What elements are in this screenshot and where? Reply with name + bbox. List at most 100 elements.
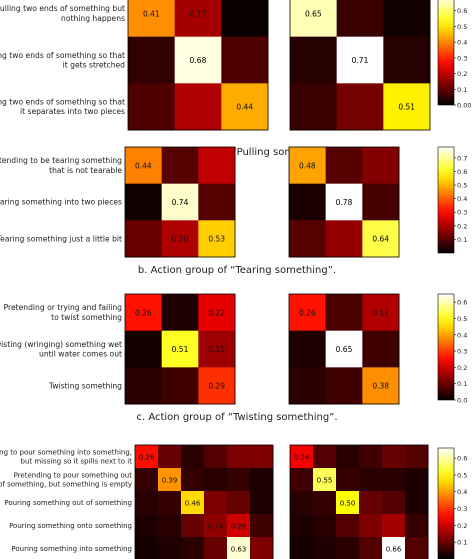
colorbar-tick-label: 0.7 [457, 154, 467, 162]
heatmap-cell [290, 537, 314, 559]
heatmap-cell [313, 491, 337, 515]
matrix-1: 0.44 0.74 0.20 0.53 [124, 146, 236, 258]
colorbar-tick-label: 0.2 [457, 70, 467, 78]
heatmap-cell [158, 468, 182, 492]
row-label: Pulling two ends of something so that [0, 51, 125, 60]
row-label: to twist something [51, 313, 122, 322]
heatmap-cell [161, 220, 199, 258]
row-label: Trying to pour something into something, [0, 448, 132, 456]
heatmap-cell [158, 537, 182, 559]
heatmap-cell [198, 147, 236, 185]
colorbar-tick-label: 0.6 [457, 7, 467, 15]
heatmap-cell [204, 445, 228, 469]
colorbar-tick-label: 0.4 [457, 39, 467, 47]
cell-value-label: 0.68 [190, 56, 207, 65]
cell-value-label: 0.24 [294, 454, 310, 462]
cell-value-label: 0.44 [236, 103, 253, 112]
colorbar-tick-label: 0.4 [457, 331, 467, 339]
heatmap-cell [313, 514, 337, 538]
heatmap-cell [289, 183, 327, 221]
matrix-frame [134, 444, 274, 559]
heatmap-cell [174, 36, 222, 84]
heatmap-cell [313, 445, 337, 469]
row-label: Pretending to pour something out [14, 471, 133, 479]
matrix-frame [288, 293, 400, 405]
heatmap-cell [128, 83, 176, 131]
heatmap-cell [135, 491, 159, 515]
heatmap-cell [382, 491, 406, 515]
heatmap-cell [221, 83, 269, 131]
heatmap-cell [313, 537, 337, 559]
heatmap-cell [336, 537, 360, 559]
heatmap-cell [383, 0, 431, 38]
heatmap-cell [181, 491, 205, 515]
heatmap-cell [198, 330, 236, 368]
cell-value-label: 0.26 [139, 454, 155, 462]
heatmap-cell [161, 294, 199, 332]
heatmap-cell [405, 445, 429, 469]
cell-value-label: 0.64 [372, 235, 389, 244]
heatmap-cell [382, 537, 406, 559]
heatmap-cell [227, 445, 251, 469]
heatmap-cell [336, 83, 384, 131]
row-label: nothing happens [61, 14, 125, 23]
heatmap-cell [198, 294, 236, 332]
cell-value-label: 0.78 [336, 198, 353, 207]
colorbar-tick-label: 0.3 [457, 505, 467, 513]
heatmap-cell [290, 514, 314, 538]
colorbar-tick-label: 0.3 [457, 54, 467, 62]
cell-value-label: 0.71 [352, 56, 369, 65]
heatmap-cell [135, 537, 159, 559]
heatmap-cell [359, 468, 383, 492]
colorbar-tick-label: 0.5 [457, 315, 467, 323]
matrix-frame [124, 146, 236, 258]
row-label: but missing so it spills next to it [21, 457, 133, 465]
heatmap-cell [325, 147, 363, 185]
cell-value-label: 0.14 [208, 523, 224, 531]
cell-value-label: 0.15 [208, 345, 225, 354]
heatmap-cell [161, 183, 199, 221]
heatmap-cell [290, 83, 338, 131]
cell-value-label: 0.22 [208, 308, 225, 317]
colorbar-tick-label: 0.6 [457, 299, 467, 307]
heatmap-cell [128, 0, 176, 38]
matrix-frame [124, 293, 236, 405]
matrix-1: 0.26 0.22 0.51 0.15 0.29 [124, 293, 236, 405]
heatmap-cell [128, 36, 176, 84]
cell-value-label: 0.55 [317, 477, 333, 485]
heatmap-cell [405, 514, 429, 538]
colorbar-tick-label: 0.6 [457, 455, 467, 463]
heatmap-cell [125, 367, 163, 405]
matrix-2: 0.65 0.71 0.51 [289, 0, 431, 131]
heatmap-cell [158, 491, 182, 515]
cell-value-label: 0.48 [299, 161, 316, 170]
cell-value-label: 0.26 [299, 308, 316, 317]
matrix-2: 0.240.550.500.660.61 [289, 444, 429, 559]
heatmap-cell [383, 83, 431, 131]
colorbar-tick-label: 0.5 [457, 23, 467, 31]
cell-value-label: 0.53 [208, 235, 225, 244]
heatmap-cell [336, 491, 360, 515]
row-label: Twisting (wringing) something wet [0, 340, 122, 349]
cell-value-label: 0.46 [185, 500, 201, 508]
heatmap-cell [227, 491, 251, 515]
cell-value-label: 0.38 [372, 382, 389, 391]
heatmap-cell [290, 36, 338, 84]
heatmap-cell [250, 514, 274, 538]
cell-value-label: 0.51 [398, 103, 415, 112]
heatmap-cell [158, 445, 182, 469]
colorbar-tick-label: 0.1 [457, 539, 467, 547]
heatmap-cell [161, 367, 199, 405]
heatmap-cell [362, 220, 400, 258]
heatmap-cell [359, 537, 383, 559]
colorbar-tick-label: 0.5 [457, 471, 467, 479]
heatmap-cell [174, 0, 222, 38]
heatmap-cell [289, 330, 327, 368]
heatmap-cell [198, 367, 236, 405]
heatmap-cell [289, 147, 327, 185]
heatmap-cell [161, 147, 199, 185]
heatmap-cell [382, 468, 406, 492]
heatmap-cell [313, 468, 337, 492]
cell-value-label: 0.44 [135, 161, 152, 170]
